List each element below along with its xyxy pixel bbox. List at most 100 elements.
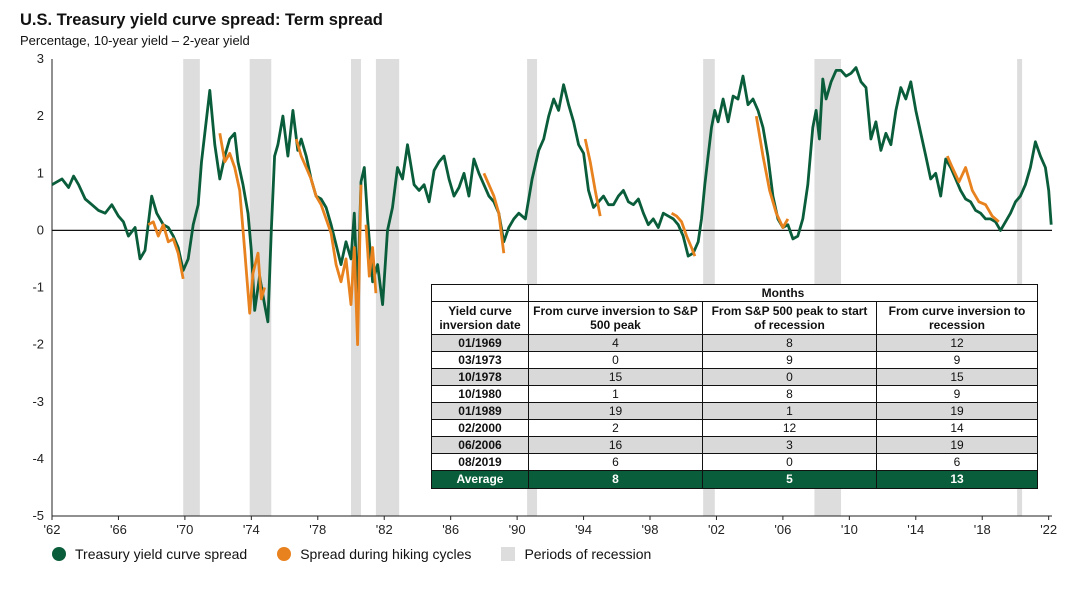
average-val-b: 5 bbox=[702, 470, 877, 489]
row-val-b: 12 bbox=[702, 419, 877, 437]
recession-band bbox=[375, 59, 400, 516]
x-tick-label: '22 bbox=[1040, 522, 1057, 537]
row-val-c: 9 bbox=[876, 351, 1038, 369]
row-val-c: 19 bbox=[876, 436, 1038, 454]
col-peak-to-recession: From S&P 500 peak to start of recession bbox=[702, 301, 877, 335]
row-val-c: 15 bbox=[876, 368, 1038, 386]
legend: Treasury yield curve spread Spread durin… bbox=[52, 546, 681, 562]
col-inversion-to-peak: From curve inversion to S&P 500 peak bbox=[528, 301, 703, 335]
y-tick-label: 3 bbox=[37, 51, 44, 66]
x-tick-label: '82 bbox=[376, 522, 393, 537]
x-tick-label: '98 bbox=[642, 522, 659, 537]
table-row: 08/2019 6 0 6 bbox=[431, 453, 1038, 471]
hiking-cycle-segment bbox=[294, 138, 363, 347]
y-tick-label: -4 bbox=[32, 451, 44, 466]
row-val-c: 12 bbox=[876, 334, 1038, 352]
hiking-cycle-segment bbox=[946, 155, 1000, 223]
average-val-a: 8 bbox=[528, 470, 703, 489]
row-val-c: 19 bbox=[876, 402, 1038, 420]
hiking-cycle-segment bbox=[670, 211, 697, 257]
col-inversion-date: Yield curve inversion date bbox=[431, 301, 529, 335]
spread-line bbox=[51, 66, 1053, 324]
row-date: 10/1978 bbox=[431, 368, 529, 386]
y-tick-label: 0 bbox=[37, 222, 44, 237]
row-date: 01/1969 bbox=[431, 334, 529, 352]
table-row: 01/1969 4 8 12 bbox=[431, 334, 1038, 352]
row-val-a: 4 bbox=[528, 334, 703, 352]
months-table: Months Yield curve inversion date From c… bbox=[431, 284, 1038, 489]
hiking-cycle-segment bbox=[364, 224, 378, 294]
row-val-c: 14 bbox=[876, 419, 1038, 437]
chart-subtitle: Percentage, 10-year yield – 2-year yield bbox=[20, 33, 250, 48]
x-tick-label: '86 bbox=[442, 522, 459, 537]
x-tick-label: '74 bbox=[243, 522, 260, 537]
hiking-cycle-segment bbox=[147, 220, 185, 280]
row-date: 01/1989 bbox=[431, 402, 529, 420]
table-blank-corner bbox=[431, 284, 529, 302]
row-val-c: 9 bbox=[876, 385, 1038, 403]
row-date: 03/1973 bbox=[431, 351, 529, 369]
legend-label-hiking: Spread during hiking cycles bbox=[300, 546, 472, 562]
hiking-cycle-segment bbox=[754, 115, 790, 229]
legend-item-hiking: Spread during hiking cycles bbox=[277, 546, 471, 562]
table-row: 10/1978 15 0 15 bbox=[431, 368, 1038, 386]
x-tick-label: '62 bbox=[44, 522, 61, 537]
y-tick-label: -5 bbox=[32, 508, 44, 523]
x-tick-label: '90 bbox=[509, 522, 526, 537]
row-val-a: 15 bbox=[528, 368, 703, 386]
row-val-b: 9 bbox=[702, 351, 877, 369]
x-tick-label: '10 bbox=[841, 522, 858, 537]
chart-title: U.S. Treasury yield curve spread: Term s… bbox=[20, 11, 383, 29]
row-val-b: 0 bbox=[702, 453, 877, 471]
table-row: 06/2006 16 3 19 bbox=[431, 436, 1038, 454]
hiking-cycle-segment bbox=[482, 172, 506, 254]
legend-swatch-spread bbox=[52, 547, 66, 561]
row-val-c: 6 bbox=[876, 453, 1038, 471]
y-tick-label: -1 bbox=[32, 280, 44, 295]
table-row: 01/1989 19 1 19 bbox=[431, 402, 1038, 420]
row-val-a: 0 bbox=[528, 351, 703, 369]
x-tick-label: '14 bbox=[907, 522, 924, 537]
row-date: 10/1980 bbox=[431, 385, 529, 403]
row-val-a: 6 bbox=[528, 453, 703, 471]
x-tick-label: '70 bbox=[176, 522, 193, 537]
row-val-a: 19 bbox=[528, 402, 703, 420]
months-header: Months bbox=[528, 284, 1038, 302]
row-val-b: 0 bbox=[702, 368, 877, 386]
y-tick-label: -2 bbox=[32, 337, 44, 352]
table-row: 10/1980 1 8 9 bbox=[431, 385, 1038, 403]
hiking-cycle-segment bbox=[583, 138, 602, 217]
row-val-a: 16 bbox=[528, 436, 703, 454]
legend-swatch-hiking bbox=[277, 547, 292, 561]
row-val-b: 1 bbox=[702, 402, 877, 420]
average-row: Average 8 5 13 bbox=[431, 470, 1038, 489]
average-label: Average bbox=[431, 470, 529, 489]
row-date: 08/2019 bbox=[431, 453, 529, 471]
y-tick-label: 1 bbox=[37, 165, 44, 180]
x-tick-label: '66 bbox=[110, 522, 127, 537]
row-val-a: 1 bbox=[528, 385, 703, 403]
x-tick-label: '02 bbox=[708, 522, 725, 537]
row-date: 06/2006 bbox=[431, 436, 529, 454]
row-val-a: 2 bbox=[528, 419, 703, 437]
row-val-b: 3 bbox=[702, 436, 877, 454]
recession-band bbox=[183, 59, 200, 516]
row-date: 02/2000 bbox=[431, 419, 529, 437]
y-tick-label: -3 bbox=[32, 394, 44, 409]
row-val-b: 8 bbox=[702, 334, 877, 352]
average-val-c: 13 bbox=[876, 470, 1038, 489]
legend-label-spread: Treasury yield curve spread bbox=[75, 546, 248, 562]
table-row: 02/2000 2 12 14 bbox=[431, 419, 1038, 437]
hiking-cycle-segment bbox=[218, 133, 266, 315]
x-tick-label: '18 bbox=[974, 522, 991, 537]
spread-lines bbox=[51, 66, 1053, 347]
legend-swatch-recession bbox=[501, 547, 516, 561]
x-tick-label: '94 bbox=[575, 522, 592, 537]
x-tick-label: '78 bbox=[309, 522, 326, 537]
legend-item-spread: Treasury yield curve spread bbox=[52, 546, 247, 562]
axes: 3210-1-2-3-4-5'62'66'70'74'78'82'86'90'9… bbox=[32, 51, 1057, 537]
row-val-b: 8 bbox=[702, 385, 877, 403]
col-inversion-to-recession: From curve inversion to recession bbox=[876, 301, 1038, 335]
y-tick-label: 2 bbox=[37, 108, 44, 123]
legend-label-recession: Periods of recession bbox=[524, 546, 652, 562]
